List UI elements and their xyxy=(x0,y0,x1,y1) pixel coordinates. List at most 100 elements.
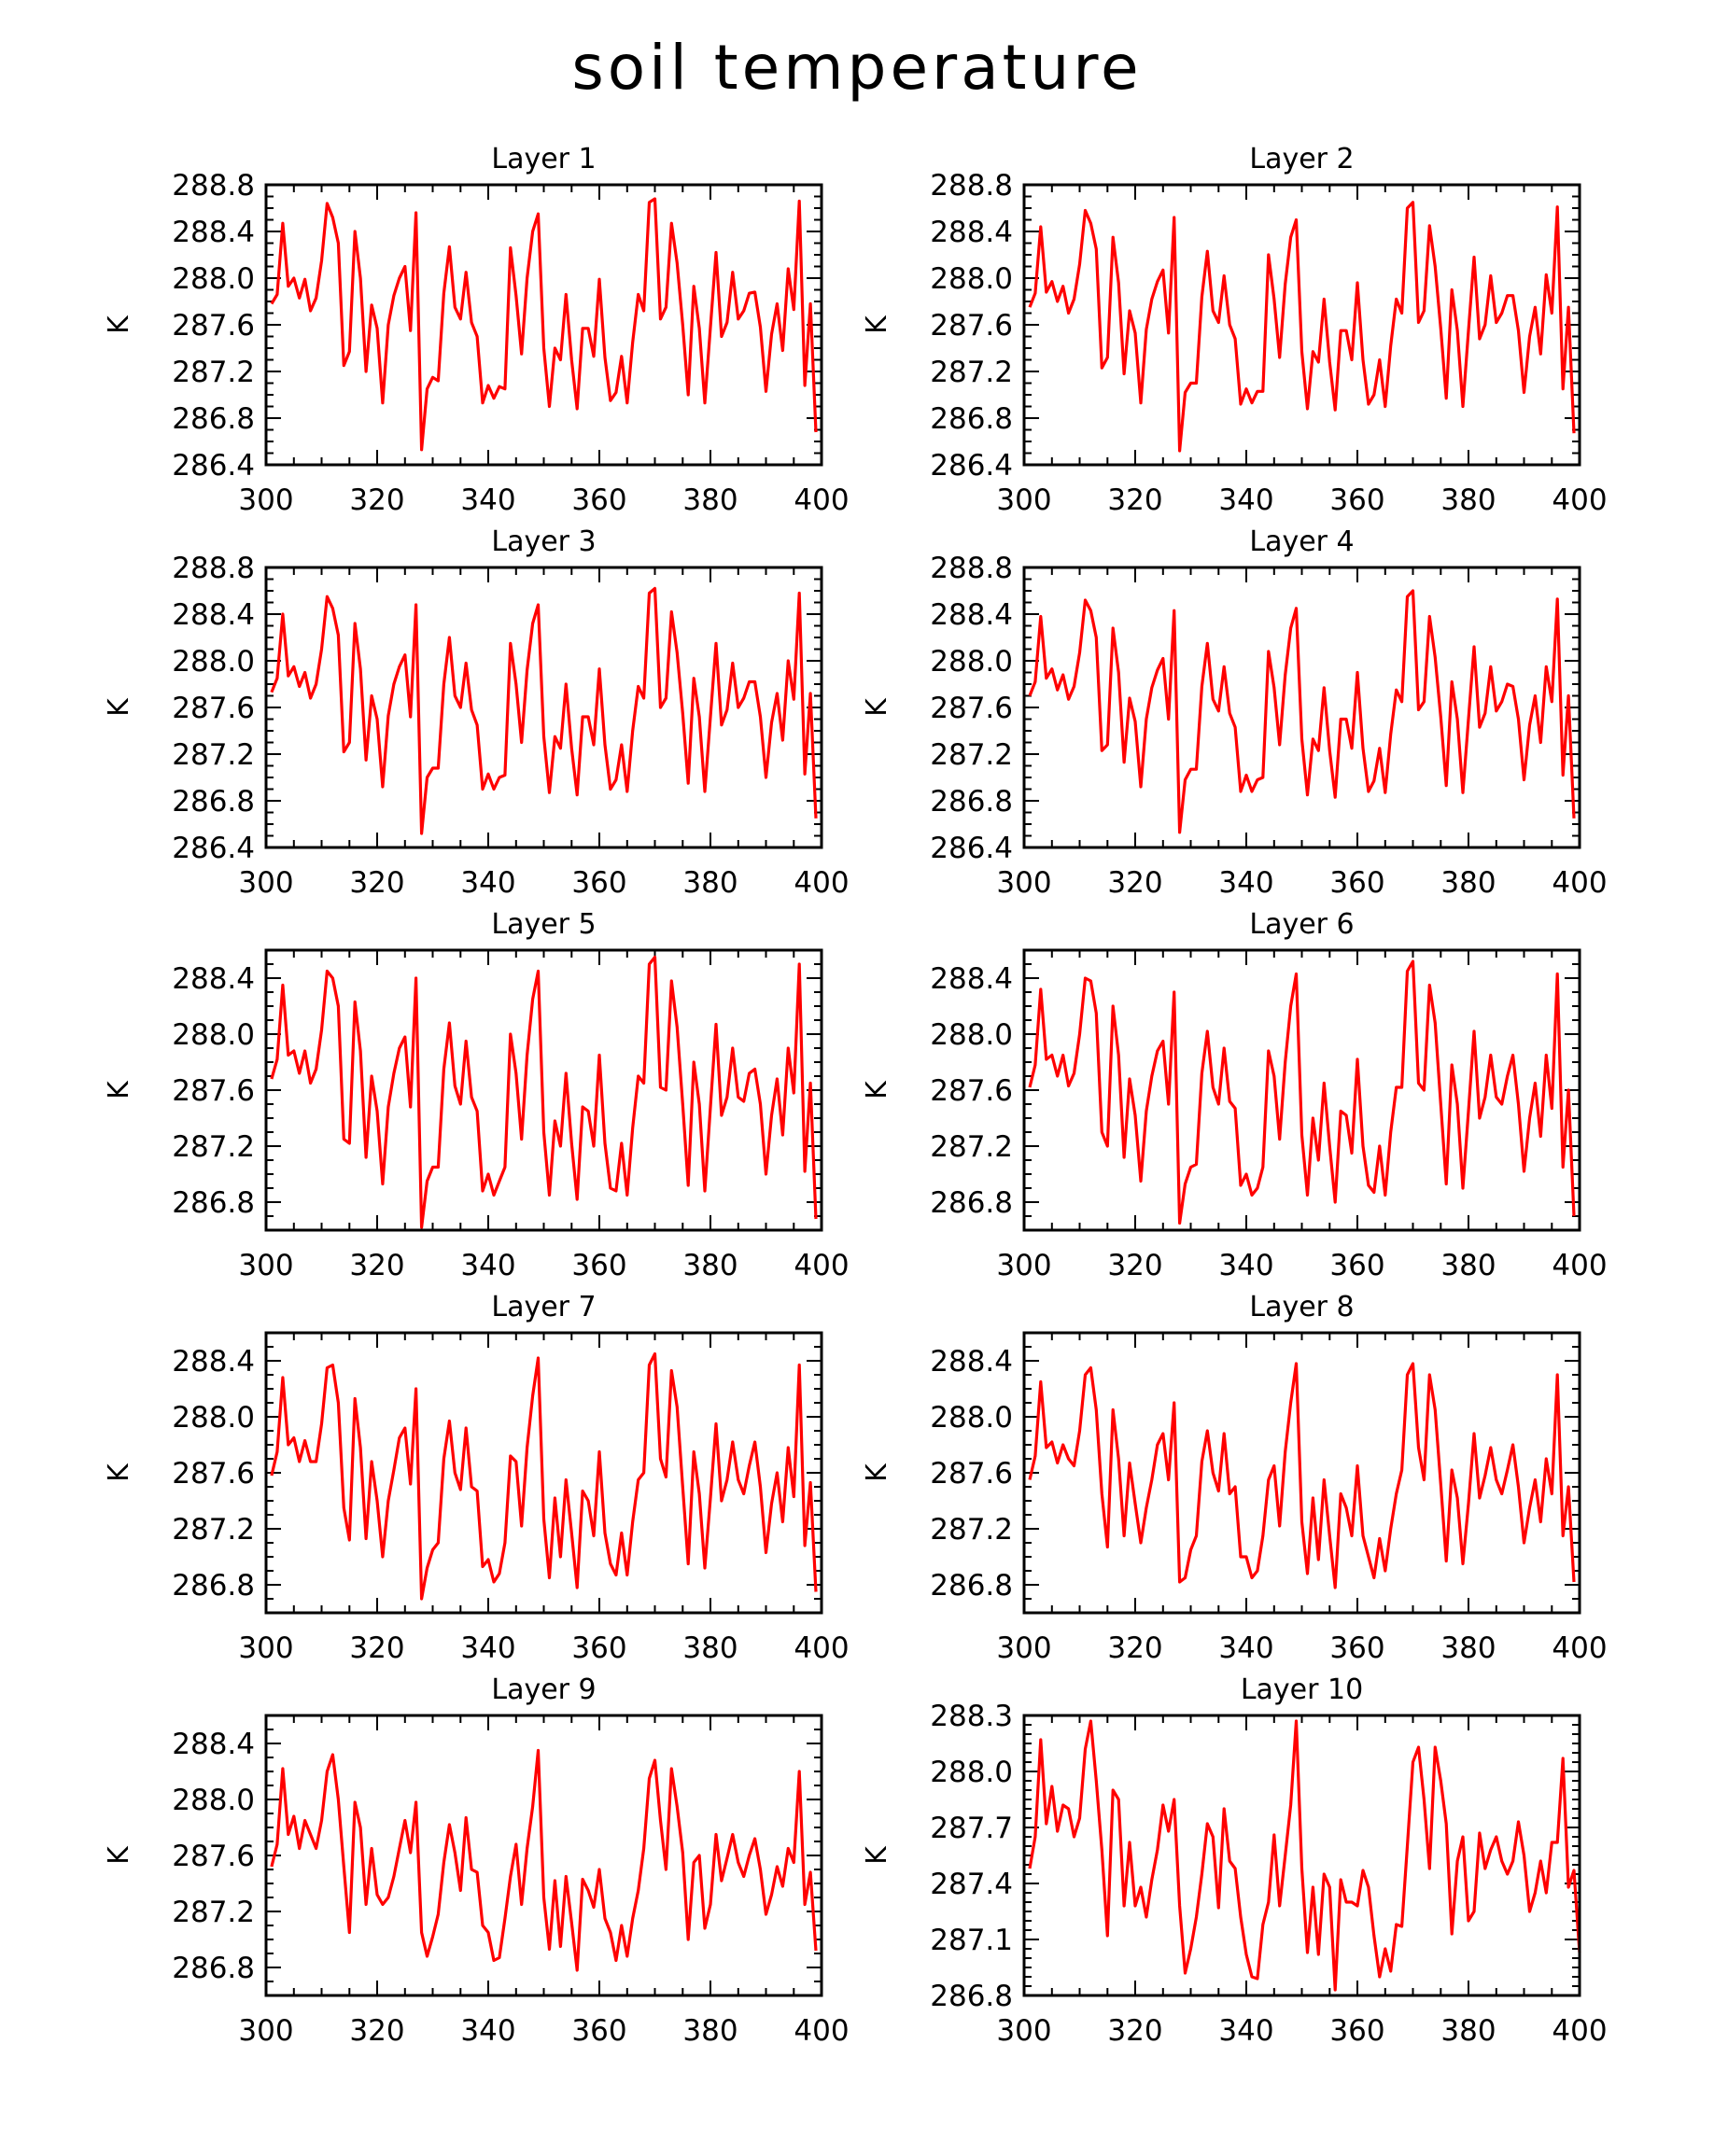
plot-frame xyxy=(264,948,823,1232)
panel-title: Layer 9 xyxy=(491,1673,596,1706)
x-tick-label: 360 xyxy=(1329,1249,1384,1282)
y-tick-label: 287.7 xyxy=(930,1812,1013,1845)
x-tick-label: 360 xyxy=(1329,2014,1384,2048)
x-tick-label: 380 xyxy=(1440,1631,1496,1665)
y-tick-label: 287.2 xyxy=(172,356,255,389)
y-tick-label: 286.4 xyxy=(172,832,255,865)
y-tick-label: 287.6 xyxy=(172,1840,255,1873)
x-tick-label: 360 xyxy=(1329,1631,1384,1665)
x-tick-label: 320 xyxy=(349,1631,404,1665)
series-line xyxy=(270,955,818,1229)
x-tick-label: 320 xyxy=(1107,1631,1162,1665)
panel-layer-8: Layer 8 K 288.4 288.0 287.6 287.2 286.8 300 320 3… xyxy=(861,1291,1608,1665)
x-tick-label: 320 xyxy=(349,866,404,900)
panel-title: Layer 5 xyxy=(491,908,596,941)
x-tick-label: 340 xyxy=(460,1249,515,1282)
x-tick-label: 340 xyxy=(460,2014,515,2048)
y-tick-label: 287.6 xyxy=(930,1457,1013,1491)
y-tick-label: 287.6 xyxy=(930,1074,1013,1108)
y-axis-label: K xyxy=(103,697,135,717)
x-tick-label: 400 xyxy=(794,1631,849,1665)
y-tick-label: 286.8 xyxy=(172,1952,255,1985)
y-tick-label: 287.2 xyxy=(172,1513,255,1547)
x-tick-label: 380 xyxy=(1440,1249,1496,1282)
y-tick-label: 287.2 xyxy=(172,1130,255,1164)
x-tick-label: 380 xyxy=(1440,866,1496,900)
y-tick-label: 287.4 xyxy=(930,1868,1013,1901)
x-tick-label: 320 xyxy=(349,2014,404,2048)
x-tick-label: 400 xyxy=(794,2014,849,2048)
y-tick-label: 288.4 xyxy=(172,1345,255,1379)
x-tick-label: 300 xyxy=(996,483,1051,517)
series-line xyxy=(1028,1719,1581,1992)
panel-title: Layer 1 xyxy=(491,143,596,175)
y-tick-label: 288.0 xyxy=(172,1784,255,1817)
panels-grid: Layer 1 K 288.8 288.4 288.0 287.6 287.2 286.8 28… xyxy=(103,143,1608,2048)
x-tick-label: 380 xyxy=(682,866,738,900)
y-tick-label: 288.4 xyxy=(930,598,1013,632)
y-tick-label: 287.2 xyxy=(930,1130,1013,1164)
x-tick-label: 340 xyxy=(1218,1249,1273,1282)
series-line xyxy=(1028,1362,1576,1589)
y-tick-label: 286.8 xyxy=(930,1186,1013,1220)
y-tick-label: 288.0 xyxy=(172,1401,255,1435)
y-tick-label: 288.0 xyxy=(930,1401,1013,1435)
y-tick-label: 286.4 xyxy=(930,832,1013,865)
y-tick-label: 287.2 xyxy=(930,356,1013,389)
y-axis-label: K xyxy=(861,1463,893,1482)
x-tick-label: 300 xyxy=(238,483,293,517)
y-axis-label: K xyxy=(103,1080,135,1099)
y-tick-label: 287.6 xyxy=(930,692,1013,725)
x-tick-label: 360 xyxy=(571,866,626,900)
panel-layer-10: Layer 10K288.3288.0287.7287.4287.1286.83… xyxy=(861,1673,1608,2048)
plot-frame xyxy=(1022,1714,1581,1997)
x-tick-label: 380 xyxy=(1440,483,1496,517)
y-axis-label: K xyxy=(103,315,135,334)
x-tick-label: 400 xyxy=(1552,483,1607,517)
x-tick-label: 400 xyxy=(1552,2014,1607,2048)
x-tick-label: 400 xyxy=(1552,1631,1607,1665)
axis-ticks xyxy=(265,949,822,1231)
x-tick-label: 380 xyxy=(682,2014,738,2048)
y-tick-label: 287.2 xyxy=(172,738,255,772)
y-tick-label: 286.8 xyxy=(930,1569,1013,1603)
panel-layer-5: Layer 5 K 288.4 288.0 287.6 287.2 286.8 300 320 3… xyxy=(103,908,850,1282)
y-tick-label: 288.0 xyxy=(172,262,255,296)
y-tick-label: 287.6 xyxy=(172,309,255,343)
panel-title: Layer 10 xyxy=(1241,1673,1363,1706)
plot-frame xyxy=(1022,566,1581,849)
panel-layer-3: Layer 3 K 288.8 288.4 288.0 287.6 287.2 286.8 28… xyxy=(103,525,850,900)
y-tick-label: 288.4 xyxy=(172,598,255,632)
y-tick-label: 288.8 xyxy=(172,552,255,585)
y-tick-label: 288.4 xyxy=(172,1728,255,1761)
y-tick-label: 286.8 xyxy=(930,1980,1013,2013)
panel-layer-1: Layer 1 K 288.8 288.4 288.0 287.6 287.2 286.8 28… xyxy=(103,143,850,517)
y-tick-label: 288.4 xyxy=(172,216,255,249)
y-tick-label: 286.4 xyxy=(930,449,1013,483)
y-tick-label: 288.3 xyxy=(930,1700,1013,1733)
y-tick-label: 288.4 xyxy=(930,1345,1013,1379)
y-tick-label: 288.8 xyxy=(930,552,1013,585)
y-axis-label: K xyxy=(861,697,893,717)
series-line xyxy=(270,1748,818,1972)
series-line xyxy=(1028,589,1576,834)
y-tick-label: 286.8 xyxy=(930,402,1013,436)
plot-frame xyxy=(1022,183,1581,467)
x-tick-label: 340 xyxy=(1218,1631,1273,1665)
main-title: soil temperature xyxy=(571,32,1142,104)
x-tick-label: 340 xyxy=(460,1631,515,1665)
plot-frame xyxy=(264,566,823,849)
y-tick-label: 288.0 xyxy=(930,645,1013,679)
x-tick-label: 400 xyxy=(794,483,849,517)
x-tick-label: 360 xyxy=(1329,866,1384,900)
panel-title: Layer 7 xyxy=(491,1291,596,1323)
y-tick-label: 286.4 xyxy=(172,449,255,483)
x-tick-label: 340 xyxy=(1218,483,1273,517)
panel-layer-9: Layer 9 K 288.4 288.0 287.6 287.2 286.8 300 320 3… xyxy=(103,1673,850,2048)
x-tick-label: 380 xyxy=(682,483,738,517)
x-tick-label: 300 xyxy=(996,1249,1051,1282)
y-tick-label: 287.2 xyxy=(930,738,1013,772)
x-tick-label: 360 xyxy=(571,2014,626,2048)
y-tick-label: 288.0 xyxy=(930,1756,1013,1789)
